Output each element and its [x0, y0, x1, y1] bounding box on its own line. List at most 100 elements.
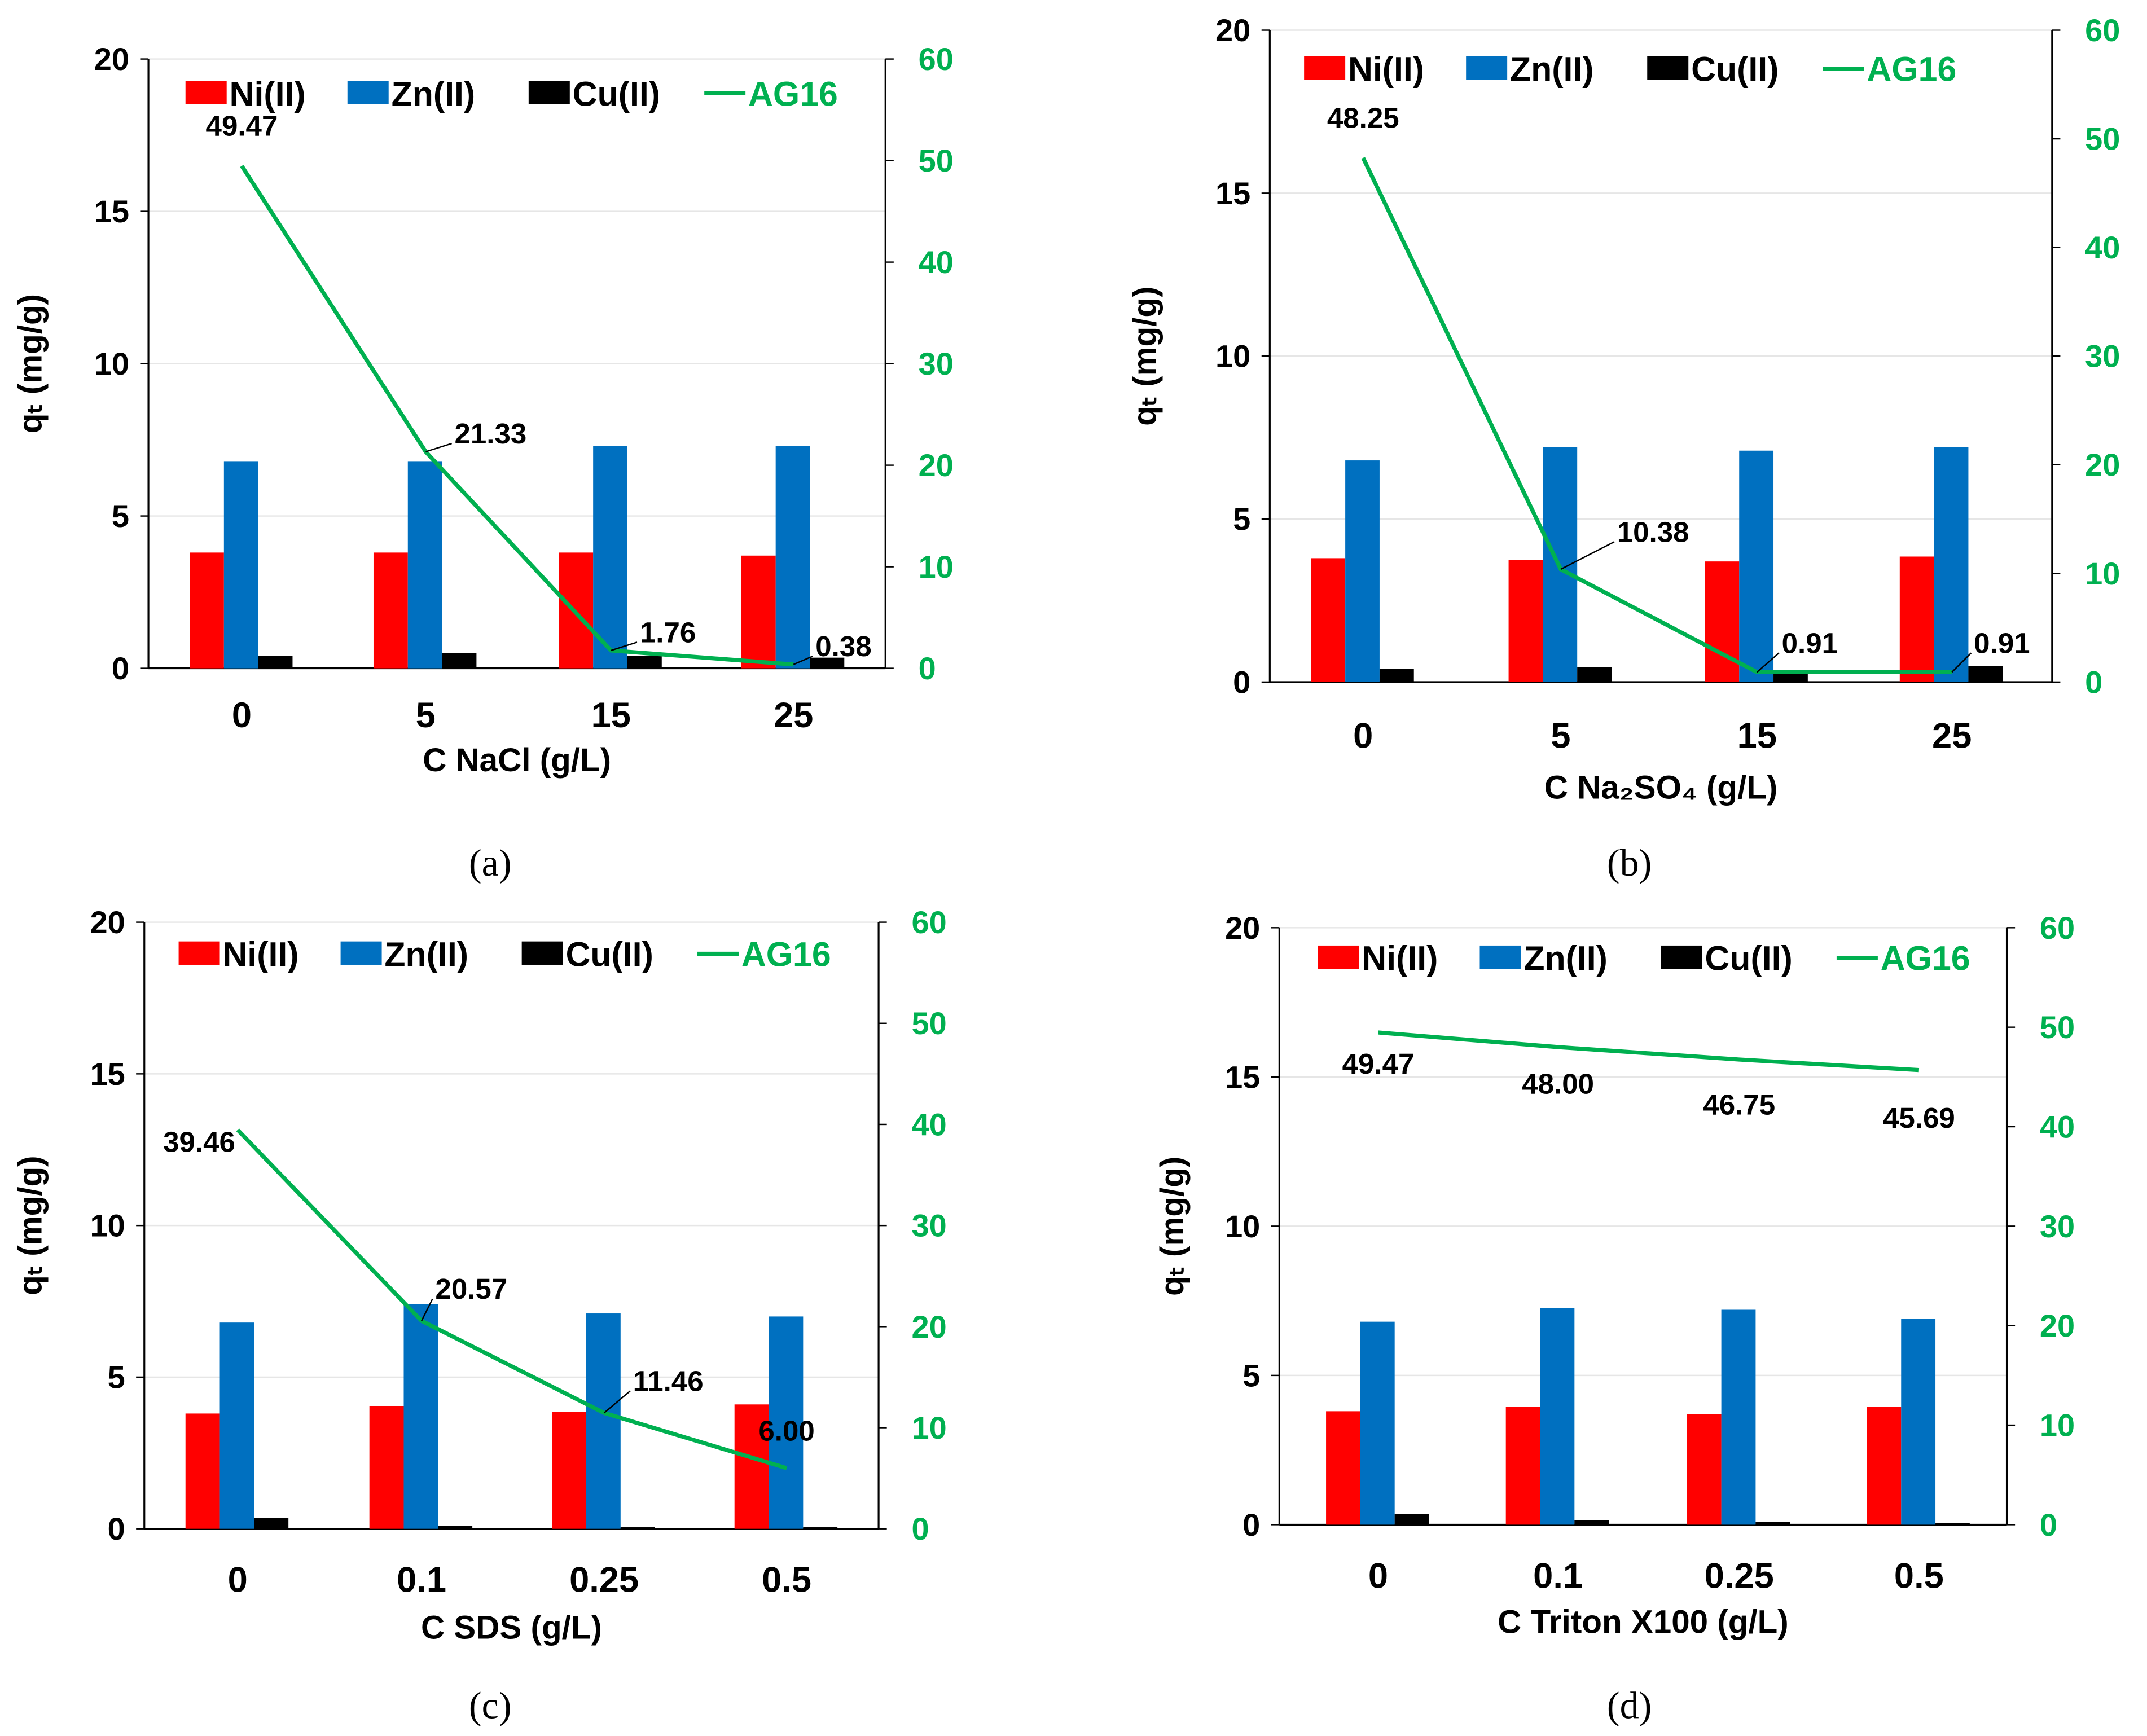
bar-znii	[1721, 1309, 1756, 1525]
y2-tick-label: 20	[911, 1309, 946, 1344]
ag16-data-label: 0.91	[1782, 627, 1838, 659]
legend-label: AG16	[1867, 50, 1956, 89]
y-tick-label: 5	[108, 1359, 125, 1395]
y-tick-label: 20	[90, 904, 125, 940]
y2-tick-label: 10	[2040, 1408, 2075, 1443]
x-tick-label: 0	[1353, 717, 1373, 756]
legend-swatch-cuii	[1661, 945, 1702, 969]
chart-panel-d: 0 5 10 15 20 0 10 20 30 40 50 60 49.47 48.00 46.75 45.6…	[1154, 910, 2075, 1727]
y2-tick-label: 30	[911, 1208, 946, 1243]
legend-swatch-znii	[340, 941, 382, 965]
data-label-leader	[425, 442, 452, 452]
bar-cuii	[810, 657, 845, 669]
legend-label: AG16	[1881, 939, 1970, 978]
bar-niii	[369, 1405, 404, 1529]
y2-tick-label: 30	[2040, 1208, 2075, 1244]
y2-tick-label: 50	[2040, 1009, 2075, 1045]
panel-caption: (b)	[1607, 841, 1652, 884]
legend-swatch-cuii	[528, 81, 570, 104]
y-axis-title: qₜ (mg/g)	[1154, 1157, 1191, 1296]
panel-caption: (a)	[469, 841, 512, 884]
y-tick-label: 5	[1233, 502, 1250, 537]
y2-tick-label: 60	[911, 904, 946, 940]
y2-tick-label: 60	[2085, 12, 2120, 48]
y2-tick-label: 30	[2085, 339, 2120, 374]
legend-label: Ni(II)	[1348, 50, 1424, 89]
legend-label: Cu(II)	[1705, 939, 1792, 978]
bar-cuii	[620, 1527, 655, 1529]
y-tick-label: 20	[94, 41, 129, 77]
y-axis-title: qₜ (mg/g)	[1126, 287, 1163, 426]
x-tick-label: 25	[1932, 717, 1972, 756]
ag16-data-label: 6.00	[758, 1415, 814, 1447]
bar-niii	[734, 1404, 769, 1529]
data-label-leader	[421, 1298, 433, 1321]
y-tick-label: 0	[1233, 664, 1250, 700]
legend-label: Cu(II)	[573, 74, 660, 113]
bar-cuii	[442, 653, 477, 669]
bar-znii	[1345, 460, 1380, 682]
ag16-data-label: 39.46	[163, 1126, 235, 1158]
y-tick-label: 10	[90, 1208, 125, 1243]
legend-swatch-znii	[347, 81, 389, 104]
bar-niii	[1326, 1411, 1360, 1525]
data-label-leader	[1951, 652, 1972, 673]
x-tick-label: 15	[591, 696, 631, 735]
ag16-line	[236, 1128, 788, 1470]
ag16-data-label: 48.25	[1327, 102, 1399, 134]
y2-tick-label: 50	[911, 1005, 946, 1041]
legend: Ni(II) Zn(II) Cu(II) AG16	[178, 935, 831, 973]
data-label-leader	[611, 641, 638, 652]
data-label-leader	[603, 1390, 631, 1414]
bar-cuii	[438, 1526, 473, 1529]
x-tick-label: 0.25	[569, 1561, 639, 1600]
ag16-data-label: 49.47	[206, 110, 278, 142]
bar-znii	[593, 446, 627, 669]
bar-cuii	[1935, 1523, 1970, 1525]
ag16-data-label: 45.69	[1883, 1102, 1955, 1134]
bar-niii	[1899, 556, 1934, 682]
y2-tick-label: 40	[2085, 230, 2120, 265]
ag16-data-label: 46.75	[1703, 1088, 1775, 1120]
legend-label: AG16	[741, 935, 831, 973]
y2-tick-label: 10	[911, 1410, 946, 1445]
y2-tick-label: 50	[919, 143, 954, 178]
bar-niii	[552, 1412, 586, 1529]
legend-label: Ni(II)	[222, 935, 298, 973]
legend-label: Zn(II)	[1523, 939, 1608, 978]
bar-cuii	[258, 656, 293, 669]
ag16-line	[1378, 1030, 1920, 1073]
ag16-data-label: 1.76	[640, 616, 696, 648]
x-tick-label: 25	[774, 696, 813, 735]
bar-znii	[1540, 1308, 1575, 1525]
chart-panel-b: 0 5 10 15 20 0 10 20 30 40 50 60 48.25 10.38 0.91 0.91 0…	[1126, 12, 2120, 884]
y-tick-label: 15	[1225, 1059, 1260, 1095]
legend: Ni(II) Zn(II) Cu(II) AG16	[1304, 50, 1956, 89]
legend-label: Zn(II)	[384, 935, 468, 973]
bar-niii	[1867, 1407, 1902, 1525]
panel-caption: (d)	[1607, 1684, 1652, 1726]
y-tick-label: 15	[90, 1056, 125, 1092]
x-tick-label: 5	[416, 696, 436, 735]
y2-tick-label: 20	[2040, 1308, 2075, 1343]
y-axis-title: qₜ (mg/g)	[12, 1155, 49, 1295]
y2-tick-label: 0	[911, 1511, 929, 1546]
chart-panel-a: 0 5 10 15 20 0 10 20 30 40 50 60 49.47 21.33 1.76 0.38 0…	[12, 41, 954, 884]
bar-niii	[1705, 561, 1740, 682]
legend: Ni(II) Zn(II) Cu(II) AG16	[1318, 939, 1970, 978]
y-tick-label: 0	[112, 651, 129, 686]
y2-tick-label: 60	[2040, 910, 2075, 946]
legend-swatch-cuii	[521, 941, 563, 965]
bar-cuii	[1773, 672, 1808, 682]
legend-swatch-znii	[1479, 945, 1521, 969]
bar-znii	[1934, 447, 1969, 682]
legend-label: Cu(II)	[1691, 50, 1779, 89]
bar-cuii	[803, 1527, 838, 1529]
bar-cuii	[1574, 1520, 1609, 1525]
x-tick-label: 15	[1737, 717, 1777, 756]
y2-tick-label: 10	[919, 549, 954, 584]
bar-znii	[403, 1304, 438, 1529]
legend-swatch-niii	[178, 941, 220, 965]
y-tick-label: 10	[1225, 1208, 1260, 1244]
